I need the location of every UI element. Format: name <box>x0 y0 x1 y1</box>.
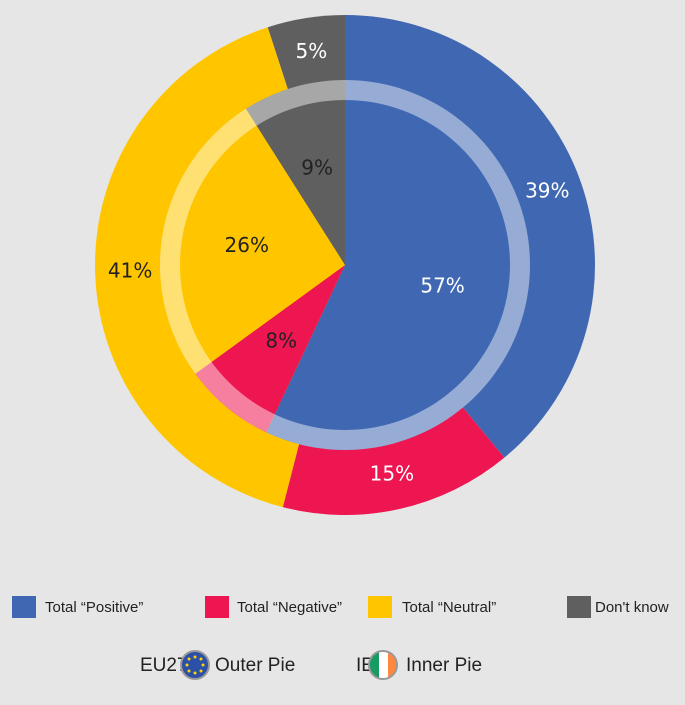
pie-slice <box>160 108 345 374</box>
value-label: 8% <box>265 329 297 353</box>
legend-label: Total “Neutral” <box>402 599 496 616</box>
outer-series-label: Outer Pie <box>215 655 295 676</box>
legend-label: Total “Positive” <box>45 599 143 616</box>
value-label: 26% <box>225 233 269 257</box>
legend-label: Total “Negative” <box>237 599 342 616</box>
value-label: 41% <box>108 258 152 282</box>
ie-flag-border <box>368 650 398 680</box>
value-label: 15% <box>370 461 414 485</box>
value-label: 5% <box>295 39 327 63</box>
value-label: 57% <box>420 273 464 297</box>
legend-swatch <box>368 596 392 618</box>
outer-series-name: EU27 <box>140 655 188 676</box>
legend-swatch <box>567 596 591 618</box>
legend-swatch <box>205 596 229 618</box>
value-label: 39% <box>525 179 569 203</box>
pie-slice <box>195 265 345 433</box>
legend-label: Don't know <box>595 599 669 616</box>
inner-series-label: Inner Pie <box>406 655 482 676</box>
value-label: 9% <box>301 155 333 179</box>
pie-slice <box>245 80 345 265</box>
ie-flag-icon <box>369 651 397 679</box>
pie-slice <box>266 80 530 451</box>
legend: Total “Positive” Total “Negative” Total “N… <box>12 596 669 618</box>
eu-flag-icon <box>180 650 210 680</box>
legend-swatch <box>12 596 36 618</box>
pie: 39% 15% 41% 5% 57% 8% 26% 9% <box>94 15 596 515</box>
